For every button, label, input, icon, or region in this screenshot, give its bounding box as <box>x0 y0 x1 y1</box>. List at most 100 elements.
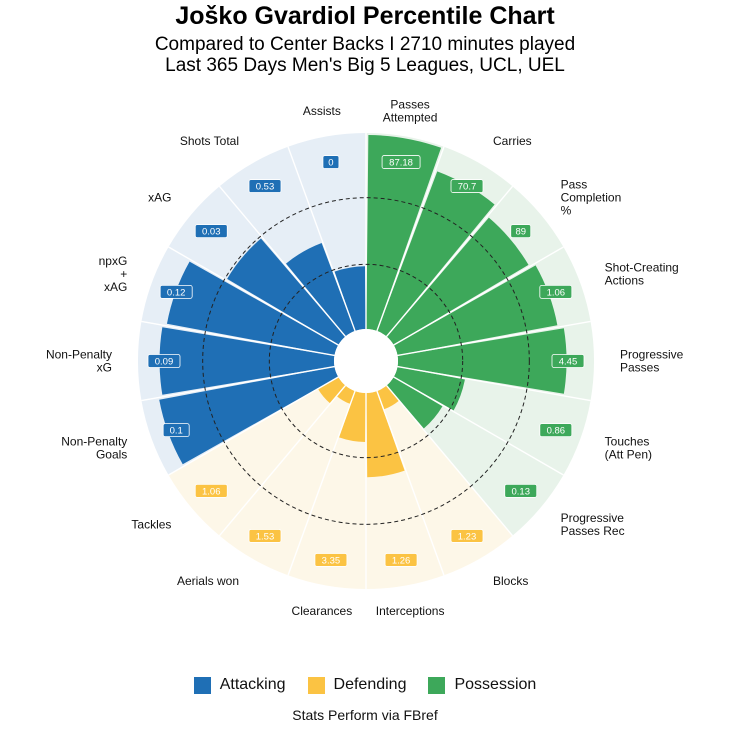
value-label: 1.26 <box>392 555 411 566</box>
spoke-divider <box>386 185 514 337</box>
bar-assists <box>334 266 366 331</box>
bar-progressive-passes <box>397 328 567 394</box>
gridline-67 <box>202 197 530 525</box>
value-box-assists: 0 <box>322 155 340 169</box>
bar-clearances <box>339 391 366 442</box>
spoke-divider <box>393 376 564 476</box>
metric-label-clearances: Clearances <box>292 604 353 618</box>
metric-label-shot-creating-actions: Shot-Creating Actions <box>605 261 679 288</box>
value-label: 1.53 <box>256 531 275 542</box>
value-box-shot-creating-actions: 1.06 <box>539 285 573 299</box>
center-hole <box>334 329 398 393</box>
value-label: 1.06 <box>202 486 221 497</box>
spoke-divider <box>218 385 346 537</box>
spoke-divider <box>287 146 356 332</box>
spoke-divider <box>376 390 445 576</box>
spoke-divider <box>393 246 564 346</box>
sector-bg-clearances <box>288 391 366 589</box>
spoke-divider <box>397 365 591 402</box>
value-box-aerials-won: 1.53 <box>248 529 282 543</box>
sector-bg-blocks <box>376 385 513 576</box>
legend-label-attacking: Attacking <box>219 676 286 693</box>
metric-label-aerials-won: Aerials won <box>177 574 239 588</box>
metric-label-npxg-xag: npxG + xAG <box>99 254 128 294</box>
spoke-divider <box>141 365 335 402</box>
metric-label-progressive-passes-rec: Progressive Passes Rec <box>561 511 625 538</box>
value-label: 0.86 <box>547 426 566 437</box>
legend-label-defending: Defending <box>333 676 407 693</box>
value-label: 0.1 <box>170 426 183 437</box>
bar-non-penalty-xg <box>159 327 335 395</box>
chart-legend: Attacking Defending Possession <box>0 676 730 694</box>
value-box-progressive-passes-rec: 0.13 <box>504 483 538 498</box>
metric-label-interceptions: Interceptions <box>376 604 445 618</box>
metric-label-assists: Assists <box>303 104 341 118</box>
bar-shots-total <box>285 242 355 337</box>
value-label: 0.13 <box>511 486 530 497</box>
value-box-carries: 70.7 <box>450 179 484 193</box>
metric-label-tackles: Tackles <box>131 517 171 531</box>
bar-blocks <box>377 385 399 410</box>
value-label: 0 <box>328 158 333 169</box>
metric-label-non-penalty-xg: Non-Penalty xG <box>46 348 112 375</box>
value-label: 4.45 <box>559 357 578 368</box>
bar-aerials-won <box>336 385 355 404</box>
source-caption: Stats Perform via FBref <box>292 707 438 723</box>
legend-item-possession: Possession <box>428 676 536 694</box>
gridline-33 <box>268 263 464 459</box>
spoke-divider <box>376 146 445 332</box>
value-box-passes-attempted: 87.18 <box>381 155 421 169</box>
metric-label-pass-completion: Pass Completion% <box>561 178 622 218</box>
value-box-clearances: 3.35 <box>314 553 348 567</box>
spoke-divider <box>386 385 514 537</box>
metric-label-blocks: Blocks <box>493 574 528 588</box>
value-box-touches-att-pen: 0.86 <box>539 423 573 437</box>
value-box-pass-completion: 89 <box>510 224 532 239</box>
value-box-non-penalty-goals: 0.1 <box>162 423 190 437</box>
bar-shot-creating-actions <box>393 265 558 356</box>
value-label: 1.06 <box>547 287 566 298</box>
sector-bg-aerials-won <box>219 385 356 576</box>
metric-label-touches-att-pen: Touches (Att Pen) <box>605 434 652 461</box>
legend-swatch-attacking <box>193 676 211 694</box>
legend-swatch-defending <box>307 676 325 694</box>
spoke-divider <box>218 185 346 337</box>
value-box-tackles: 1.06 <box>194 483 228 498</box>
value-box-shots-total: 0.53 <box>248 179 282 193</box>
value-box-non-penalty-xg: 0.09 <box>147 354 181 368</box>
bar-non-penalty-goals <box>159 366 339 465</box>
value-box-interceptions: 1.26 <box>384 553 418 567</box>
chart-subtitle-line2: Last 365 Days Men's Big 5 Leagues, UCL, … <box>165 55 565 76</box>
value-label: 89 <box>515 227 526 238</box>
bar-pass-completion <box>386 217 529 345</box>
spoke-divider <box>287 390 356 576</box>
value-label: 0.03 <box>202 227 221 238</box>
spoke-divider <box>168 246 339 346</box>
value-box-xag: 0.03 <box>194 224 228 239</box>
spoke-divider <box>141 320 335 357</box>
value-box-progressive-passes: 4.45 <box>551 354 585 368</box>
chart-title: Joško Gvardiol Percentile Chart <box>175 2 555 30</box>
value-label: 0.09 <box>155 357 174 368</box>
bar-progressive-passes-rec <box>386 377 443 429</box>
bar-tackles <box>318 377 346 404</box>
bar-interceptions <box>366 391 405 478</box>
value-label: 87.18 <box>389 158 413 169</box>
spoke-divider <box>397 320 591 357</box>
value-label: 0.53 <box>256 182 275 193</box>
value-box-blocks: 1.23 <box>450 529 484 543</box>
legend-label-possession: Possession <box>454 676 537 693</box>
chart-subtitle-line1: Compared to Center Backs I 2710 minutes … <box>154 34 576 55</box>
bar-npxg-xag <box>166 261 339 356</box>
bar-passes-attempted <box>366 134 442 331</box>
value-label: 70.7 <box>458 182 477 193</box>
value-label: 3.35 <box>322 555 341 566</box>
spoke-divider <box>168 376 339 476</box>
legend-item-attacking: Attacking <box>193 676 286 694</box>
value-label: 0.12 <box>167 287 186 298</box>
bar-touches-att-pen <box>393 366 465 411</box>
bar-carries <box>377 171 495 337</box>
metric-label-carries: Carries <box>493 134 532 148</box>
bar-xag <box>227 238 346 345</box>
